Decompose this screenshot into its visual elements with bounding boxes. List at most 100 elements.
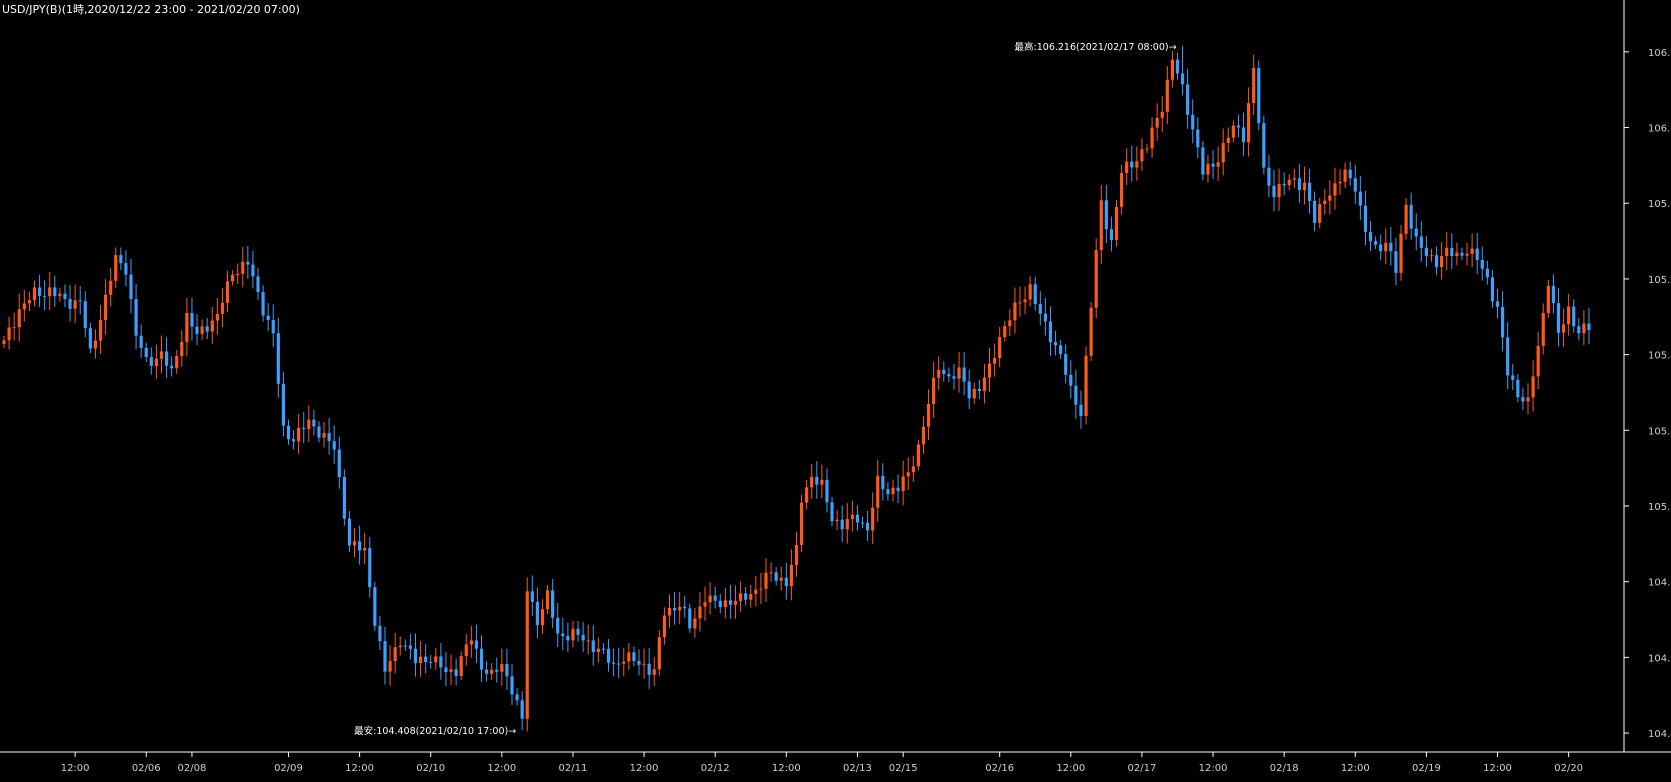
candle-body (1556, 303, 1561, 333)
candle-body (27, 300, 31, 304)
candle-body (1348, 169, 1352, 179)
candle (1506, 322, 1510, 390)
candle-body (454, 669, 458, 676)
candle-body (1358, 191, 1362, 206)
candle (1257, 60, 1261, 131)
candle (596, 637, 600, 663)
x-tick-label: 12:00 (1341, 763, 1370, 774)
candle (2, 335, 6, 349)
candle-body (1236, 125, 1241, 128)
candle (1252, 54, 1256, 115)
candle (947, 367, 951, 383)
candle-body (83, 301, 87, 329)
candle (728, 584, 733, 619)
candle (1531, 360, 1535, 412)
candle-body (1531, 376, 1535, 398)
candle (1495, 288, 1500, 319)
candle (327, 418, 331, 455)
candle-body (297, 427, 301, 442)
candle (647, 648, 651, 689)
candle-body (937, 369, 941, 378)
candle (1247, 87, 1251, 157)
candle-body (561, 633, 565, 637)
candle (281, 371, 285, 437)
candle (815, 461, 819, 499)
candle-body (622, 661, 626, 664)
candle-body (464, 644, 468, 657)
candle-body (713, 595, 717, 601)
candle (1170, 50, 1174, 88)
candle-body (352, 541, 357, 546)
candle-body (342, 476, 346, 519)
candle-body (606, 648, 611, 663)
candle-body (37, 287, 42, 296)
extreme-annotation: 最安:104.408(2021/02/10 17:00)→ (354, 725, 516, 737)
candle-body (104, 294, 108, 321)
candle (139, 324, 143, 359)
candle-body (48, 287, 52, 297)
candle-body (408, 645, 412, 649)
candle-body (1053, 342, 1058, 346)
candle-body (1079, 404, 1083, 417)
candle (149, 347, 153, 375)
candle (906, 457, 910, 490)
candle (1013, 287, 1017, 334)
candle-body (962, 367, 966, 382)
candle-body (1328, 195, 1332, 201)
candle-body (1414, 228, 1418, 237)
candle (124, 250, 128, 287)
candle (98, 305, 103, 355)
candle-body (459, 656, 463, 676)
candle-body (1338, 181, 1342, 184)
candle-body (1175, 59, 1180, 74)
candle (576, 621, 580, 642)
candle-body (1297, 178, 1301, 190)
candle-body (1013, 302, 1017, 321)
candle-body (1206, 163, 1210, 175)
candle-body (73, 300, 77, 309)
candle-body (1516, 379, 1520, 398)
candle (1180, 45, 1185, 96)
candle-body (1567, 306, 1571, 325)
candle (993, 343, 997, 377)
candle-body (591, 640, 595, 653)
candle (479, 635, 484, 682)
candle (1465, 242, 1469, 266)
candle (261, 285, 265, 322)
candle-body (667, 607, 672, 616)
candle (571, 620, 575, 648)
candle-body (662, 615, 666, 638)
candle (78, 285, 82, 315)
candle-body (200, 326, 204, 334)
candle (342, 469, 346, 526)
candle (1231, 120, 1235, 143)
candle (779, 566, 783, 591)
candle (114, 247, 118, 288)
candle-body (1445, 247, 1449, 256)
candle (1389, 226, 1393, 266)
candle (1526, 383, 1530, 415)
candle-body (881, 475, 885, 490)
candle (1277, 168, 1281, 211)
candle-body (1282, 183, 1286, 186)
candle-body (957, 367, 961, 379)
candle (1328, 180, 1332, 215)
candle-body (43, 295, 47, 297)
candle-body (642, 663, 646, 665)
candle-body (17, 309, 21, 328)
candle (556, 602, 560, 648)
candle (1191, 99, 1195, 144)
candle (302, 411, 306, 444)
candle-body (1561, 324, 1566, 333)
y-tick-label: 104.6 (1648, 653, 1671, 664)
x-tick-label: 12:00 (487, 763, 516, 774)
candle-body (1180, 73, 1185, 85)
candle-body (1201, 147, 1205, 175)
candle-body (576, 628, 580, 635)
candle (231, 270, 235, 286)
candle (789, 549, 793, 601)
candle-body (530, 591, 534, 602)
candle-body (1059, 345, 1063, 355)
candle-body (373, 587, 377, 626)
candle-body (799, 502, 804, 545)
